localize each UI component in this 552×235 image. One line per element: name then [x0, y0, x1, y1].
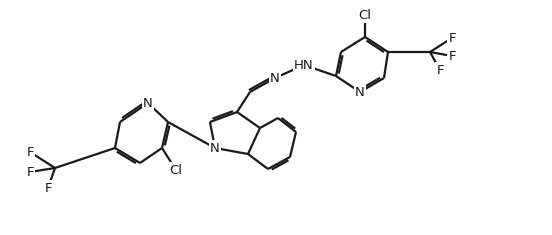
Text: N: N	[210, 141, 220, 154]
Text: F: F	[448, 31, 456, 44]
Text: Cl: Cl	[169, 164, 183, 176]
Text: F: F	[26, 165, 34, 179]
Text: Cl: Cl	[358, 8, 371, 21]
Text: F: F	[448, 50, 456, 63]
Text: N: N	[355, 86, 365, 98]
Text: N: N	[143, 97, 153, 110]
Text: HN: HN	[294, 59, 314, 71]
Text: N: N	[270, 71, 280, 85]
Text: F: F	[436, 63, 444, 77]
Text: F: F	[44, 181, 52, 195]
Text: F: F	[26, 145, 34, 158]
